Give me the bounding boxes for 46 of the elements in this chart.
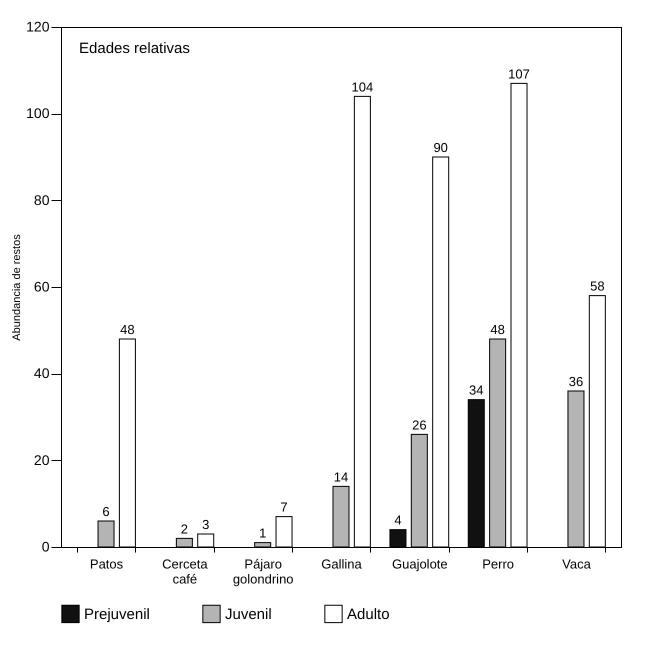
data-label: 104 xyxy=(352,79,374,94)
x-tick-label: Perro xyxy=(482,556,514,572)
bar xyxy=(468,399,485,548)
annotation: Edades relativas xyxy=(79,40,190,57)
y-tick-label: 20 xyxy=(34,452,50,468)
bar xyxy=(432,156,450,548)
data-label: 58 xyxy=(590,278,605,294)
bar xyxy=(489,338,506,548)
data-label: 7 xyxy=(280,500,288,515)
data-label: 90 xyxy=(433,140,448,155)
data-label: 26 xyxy=(412,417,427,432)
bar xyxy=(389,529,406,548)
data-label: 6 xyxy=(102,504,110,519)
data-label: 3 xyxy=(202,517,210,532)
y-tick-label: 40 xyxy=(34,365,50,382)
y-axis-title: Abundancia de restos xyxy=(11,234,24,341)
bar xyxy=(410,434,428,548)
data-label: 48 xyxy=(120,322,135,337)
bar xyxy=(176,538,193,548)
y-tick-label: 120 xyxy=(26,18,50,34)
data-label: 36 xyxy=(568,374,584,389)
y-tick-label: 100 xyxy=(26,105,50,122)
x-tick-label: Guajolote xyxy=(392,556,448,572)
legend-label: Juvenil xyxy=(225,606,272,623)
bar xyxy=(98,520,115,548)
x-tick-label: Cerceta café xyxy=(162,556,208,586)
y-tick-label: 0 xyxy=(42,538,50,554)
data-label: 2 xyxy=(180,521,188,536)
y-tick-label: 80 xyxy=(34,192,50,208)
data-label: 1 xyxy=(259,526,266,541)
x-tick-label: Pájaro golondrino xyxy=(232,556,294,586)
data-label: 107 xyxy=(508,66,530,82)
legend-label: Prejuvenil xyxy=(84,606,150,623)
bar xyxy=(197,534,214,548)
x-tick-label: Gallina xyxy=(321,556,362,572)
x-tick-label: Patos xyxy=(90,556,124,572)
data-label: 34 xyxy=(469,382,484,398)
x-tick-label: Vaca xyxy=(562,556,592,572)
bar xyxy=(567,390,584,548)
legend-label: Adulto xyxy=(347,606,390,623)
data-label: 14 xyxy=(334,469,348,484)
bar xyxy=(332,486,350,548)
y-tick-label: 60 xyxy=(34,278,50,294)
data-label: 4 xyxy=(394,512,402,528)
bar xyxy=(254,542,272,548)
data-label: 48 xyxy=(490,322,505,337)
